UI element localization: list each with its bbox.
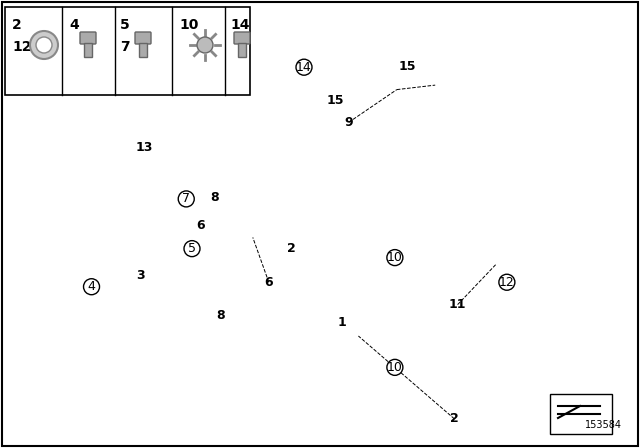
Text: 10: 10: [387, 251, 403, 264]
Text: 4: 4: [69, 18, 79, 32]
Circle shape: [197, 37, 213, 53]
Text: 5: 5: [188, 242, 196, 255]
Text: 15: 15: [326, 94, 344, 108]
FancyBboxPatch shape: [84, 43, 92, 57]
Text: 1: 1: [338, 316, 347, 329]
Circle shape: [83, 279, 100, 295]
Text: 7: 7: [120, 40, 130, 54]
Text: 3: 3: [136, 269, 145, 282]
Text: 12: 12: [12, 40, 31, 54]
FancyBboxPatch shape: [234, 32, 250, 44]
Bar: [550, 394, 612, 434]
Circle shape: [499, 274, 515, 290]
Text: 7: 7: [182, 192, 190, 206]
Text: 153584: 153584: [585, 420, 622, 430]
Circle shape: [30, 31, 58, 59]
Text: 2: 2: [12, 18, 22, 32]
Circle shape: [387, 359, 403, 375]
Text: 2: 2: [287, 242, 296, 255]
Text: 14: 14: [296, 60, 312, 74]
Text: 4: 4: [88, 280, 95, 293]
Circle shape: [296, 59, 312, 75]
Text: 6: 6: [196, 219, 205, 232]
Circle shape: [184, 241, 200, 257]
Text: 2: 2: [450, 412, 459, 426]
Text: 8: 8: [210, 191, 219, 204]
Text: 11: 11: [449, 298, 467, 311]
Text: 14: 14: [230, 18, 250, 32]
FancyBboxPatch shape: [135, 32, 151, 44]
Circle shape: [36, 37, 52, 53]
FancyBboxPatch shape: [80, 32, 96, 44]
Text: 8: 8: [216, 309, 225, 323]
Text: 9: 9: [344, 116, 353, 129]
Text: 6: 6: [264, 276, 273, 289]
Text: 12: 12: [499, 276, 515, 289]
FancyBboxPatch shape: [238, 43, 246, 57]
Text: 10: 10: [387, 361, 403, 374]
Circle shape: [387, 250, 403, 266]
Circle shape: [178, 191, 195, 207]
Text: 13: 13: [135, 141, 153, 155]
Bar: [5, 7, 250, 95]
Text: 15: 15: [398, 60, 416, 73]
Text: 10: 10: [179, 18, 198, 32]
Text: 5: 5: [120, 18, 130, 32]
FancyBboxPatch shape: [139, 43, 147, 57]
